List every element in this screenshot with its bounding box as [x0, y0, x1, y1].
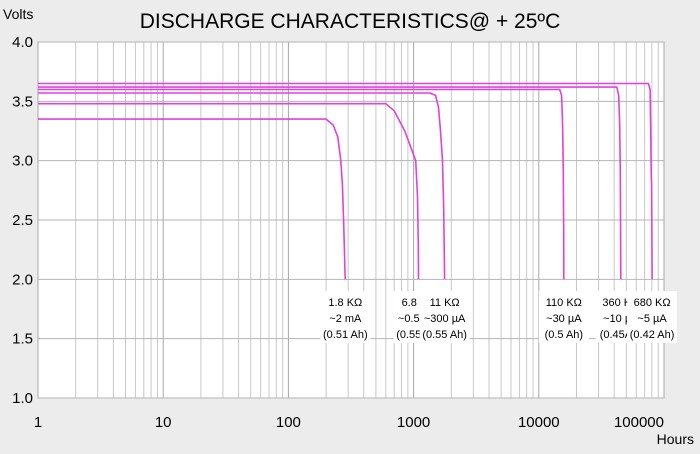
- x-tick-label: 10000: [518, 414, 560, 431]
- discharge-curve: [38, 118, 347, 280]
- discharge-curve: [38, 102, 420, 280]
- discharge-curve: [38, 92, 446, 280]
- y-tick-label: 2.5: [12, 212, 33, 229]
- curve-label-text: ~5 µA: [637, 313, 667, 325]
- tick-labels: 1 10 100 1000 10000 100000 1.0 1.5 2.0 2.5 3.0 3.5 4…: [12, 34, 664, 431]
- curve-label-text: ~30 µA: [546, 313, 582, 325]
- curve-label-text: (0.51 Ah): [323, 329, 368, 341]
- y-tick-label: 3.5: [12, 93, 33, 110]
- curve-annotations: 1.8 KΩ~2 mA(0.51 Ah)6.8 KΩ~0.5 mA(0.55 A…: [320, 291, 678, 343]
- x-tick-label: 1: [34, 414, 42, 431]
- curve-label-text: ~2 mA: [329, 313, 362, 325]
- y-tick-label: 4.0: [12, 34, 33, 51]
- curve-label: 1.8 KΩ ~2 mA (0.51 Ah): [320, 291, 371, 343]
- discharge-curve: [38, 88, 565, 280]
- y-tick-label: 3.0: [12, 153, 33, 170]
- discharge-curves: [38, 82, 653, 280]
- curve-label-text: 11 KΩ: [430, 297, 460, 309]
- curve-label-text: (0.55 Ah): [422, 329, 467, 341]
- curve-label-background: [320, 291, 371, 343]
- discharge-curve: [38, 82, 653, 280]
- discharge-curve: [38, 86, 622, 280]
- curve-label: 110 KΩ ~30 µA (0.5 Ah): [538, 291, 589, 343]
- x-tick-label: 100: [276, 414, 301, 431]
- curve-label-text: 1.8 KΩ: [328, 297, 362, 309]
- curve-label-background: [419, 291, 470, 343]
- curve-label: 680 KΩ ~5 µA (0.42 Ah): [627, 291, 678, 343]
- grid: [37, 41, 665, 399]
- curve-label-text: (0.5 Ah): [545, 329, 584, 341]
- x-axis-label: Hours: [657, 431, 694, 447]
- curve-label-background: [538, 291, 589, 343]
- curve-label-text: ~300 µA: [424, 313, 466, 325]
- y-axis-label: Volts: [3, 6, 33, 22]
- curve-label: 11 KΩ ~300 µA (0.55 Ah): [419, 291, 470, 343]
- x-tick-label: 10: [155, 414, 172, 431]
- curve-label-text: 110 KΩ: [546, 297, 582, 309]
- curve-label-background: [627, 291, 678, 343]
- curve-label-text: 680 KΩ: [634, 297, 671, 309]
- x-tick-label: 100000: [614, 414, 664, 431]
- y-tick-label: 2.0: [12, 271, 33, 288]
- x-tick-label: 1000: [397, 414, 430, 431]
- y-tick-label: 1.0: [12, 390, 33, 407]
- curve-label-text: (0.42 Ah): [630, 329, 675, 341]
- y-tick-label: 1.5: [12, 331, 33, 348]
- chart-title: DISCHARGE CHARACTERISTICS@ + 25ºC: [140, 10, 560, 33]
